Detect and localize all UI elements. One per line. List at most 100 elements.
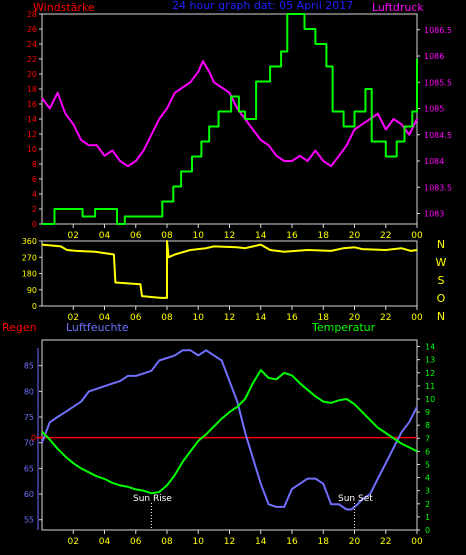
- x-tick-label: 18: [318, 537, 330, 547]
- y2-tick-label: 7: [425, 434, 430, 443]
- y2-tick-label: 4: [425, 474, 430, 483]
- bottom-left-label: Regen: [2, 321, 37, 334]
- direction-label: S: [438, 274, 445, 287]
- y-tick-label: 55: [24, 516, 34, 525]
- x-tick-label: 20: [349, 537, 361, 547]
- y2-tick-label: 11: [425, 382, 435, 391]
- x-tick-label: 06: [130, 231, 142, 241]
- x-tick-label: 02: [68, 537, 79, 547]
- humidity-line: [41, 349, 418, 511]
- y2-tick-label: 12: [425, 369, 435, 378]
- y-tick-label: 0: [32, 302, 37, 311]
- x-tick-label: 12: [224, 231, 235, 241]
- y2-tick-label: 1083.5: [424, 183, 452, 192]
- y-tick-label: 85: [24, 362, 34, 371]
- header-center-label: 24 hour graph dat: 05 April 2017: [172, 0, 353, 12]
- y-tick-label: 80: [24, 387, 34, 396]
- y-tick-label: 70: [24, 439, 34, 448]
- y2-tick-label: 1085.5: [424, 78, 452, 87]
- header-right-label: Luftdruck: [372, 1, 424, 14]
- y2-tick-label: 13: [425, 356, 435, 365]
- x-tick-label: 18: [318, 313, 330, 323]
- x-tick-label: 16: [286, 231, 298, 241]
- y-tick-label: 8: [32, 160, 37, 169]
- direction-label: N: [437, 310, 445, 323]
- y2-tick-label: 1086: [424, 52, 444, 61]
- y-tick-label: 180: [22, 270, 37, 279]
- x-tick-label: 02: [68, 231, 79, 241]
- x-tick-label: 08: [161, 537, 173, 547]
- x-tick-label: 22: [380, 313, 391, 323]
- y-tick-label: 2: [32, 205, 37, 214]
- y-tick-label: 14: [27, 115, 37, 124]
- x-tick-label: 22: [380, 231, 391, 241]
- direction-label: N: [437, 238, 445, 251]
- y2-tick-label: 10: [425, 395, 435, 404]
- sun-annotations: Sun Rise Sun Set: [133, 494, 373, 504]
- y-tick-label: 75: [24, 413, 34, 422]
- header-left-label: Windstärke: [33, 1, 95, 14]
- y-tick-label: 65: [24, 464, 34, 473]
- x-tick-label: 02: [68, 313, 79, 323]
- wind-strength-line: [42, 13, 418, 225]
- plot-frame: [41, 240, 418, 307]
- x-tick-label: 14: [255, 537, 267, 547]
- y2-tick-label: 1083: [424, 210, 444, 219]
- y2-tick-label: 2: [425, 500, 430, 509]
- y-tick-label: 10: [27, 145, 37, 154]
- sunrise-label: Sun Rise: [133, 494, 172, 504]
- x-tick-label: 06: [130, 537, 142, 547]
- x-tick-label: 20: [349, 231, 361, 241]
- y2-tick-label: 1084.5: [424, 131, 452, 140]
- y2-tick-label: 8: [425, 421, 430, 430]
- x-tick-label: 08: [161, 231, 173, 241]
- wind-direction-line: [41, 240, 418, 299]
- x-tick-label: 10: [193, 537, 205, 547]
- y2-tick-label: 3: [425, 487, 430, 496]
- y2-tick-label: 1086.5: [424, 26, 452, 35]
- y-tick-label: 0: [32, 220, 37, 229]
- x-tick-label: 04: [99, 537, 111, 547]
- pressure-line: [41, 60, 418, 168]
- y-tick-label: 60: [24, 490, 34, 499]
- x-tick-label: 00: [411, 537, 423, 547]
- y2-tick-label: 1084: [424, 157, 444, 166]
- y-tick-label: 6: [32, 175, 37, 184]
- y-tick-label: 270: [22, 253, 37, 262]
- bottom-center-label: Luftfeuchte: [66, 321, 129, 334]
- y-tick-label: 18: [27, 85, 37, 94]
- wind-pressure-panel: 024681012141618202224262810831083.510841…: [27, 10, 452, 241]
- x-tick-label: 08: [161, 313, 173, 323]
- y-tick-label: 26: [27, 25, 37, 34]
- x-tick-label: 14: [255, 313, 267, 323]
- x-tick-label: 14: [255, 231, 267, 241]
- x-tick-label: 06: [130, 313, 142, 323]
- y2-tick-label: 9: [425, 408, 430, 417]
- y2-tick-label: 6: [425, 447, 430, 456]
- y2-tick-label: 5: [425, 460, 430, 469]
- y-tick-label: 90: [27, 286, 37, 295]
- y-tick-label: 20: [27, 70, 37, 79]
- y-tick-label: 360: [22, 237, 37, 246]
- y-tick-label: 12: [27, 130, 37, 139]
- direction-label: W: [436, 256, 447, 269]
- x-tick-label: 18: [318, 231, 330, 241]
- direction-label: O: [437, 292, 446, 305]
- y2-tick-label: 14: [425, 343, 435, 352]
- y-tick-label: 24: [27, 40, 37, 49]
- x-tick-label: 22: [380, 537, 391, 547]
- x-tick-label: 16: [286, 313, 298, 323]
- y-tick-label: 16: [27, 100, 37, 109]
- x-tick-label: 12: [224, 313, 235, 323]
- x-tick-label: 20: [349, 313, 361, 323]
- x-tick-label: 10: [193, 231, 205, 241]
- x-tick-label: 04: [99, 231, 111, 241]
- y-tick-label: 4: [32, 190, 37, 199]
- x-tick-label: 00: [411, 231, 423, 241]
- x-tick-label: 04: [99, 313, 111, 323]
- temperature-line: [41, 369, 418, 495]
- y2-tick-label: 1085: [424, 105, 444, 114]
- y-tick-label: 28: [27, 10, 37, 19]
